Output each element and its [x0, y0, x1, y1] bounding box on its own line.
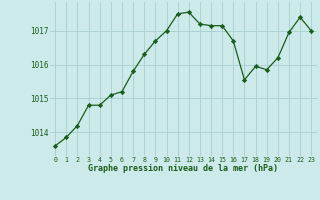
- X-axis label: Graphe pression niveau de la mer (hPa): Graphe pression niveau de la mer (hPa): [88, 164, 278, 173]
